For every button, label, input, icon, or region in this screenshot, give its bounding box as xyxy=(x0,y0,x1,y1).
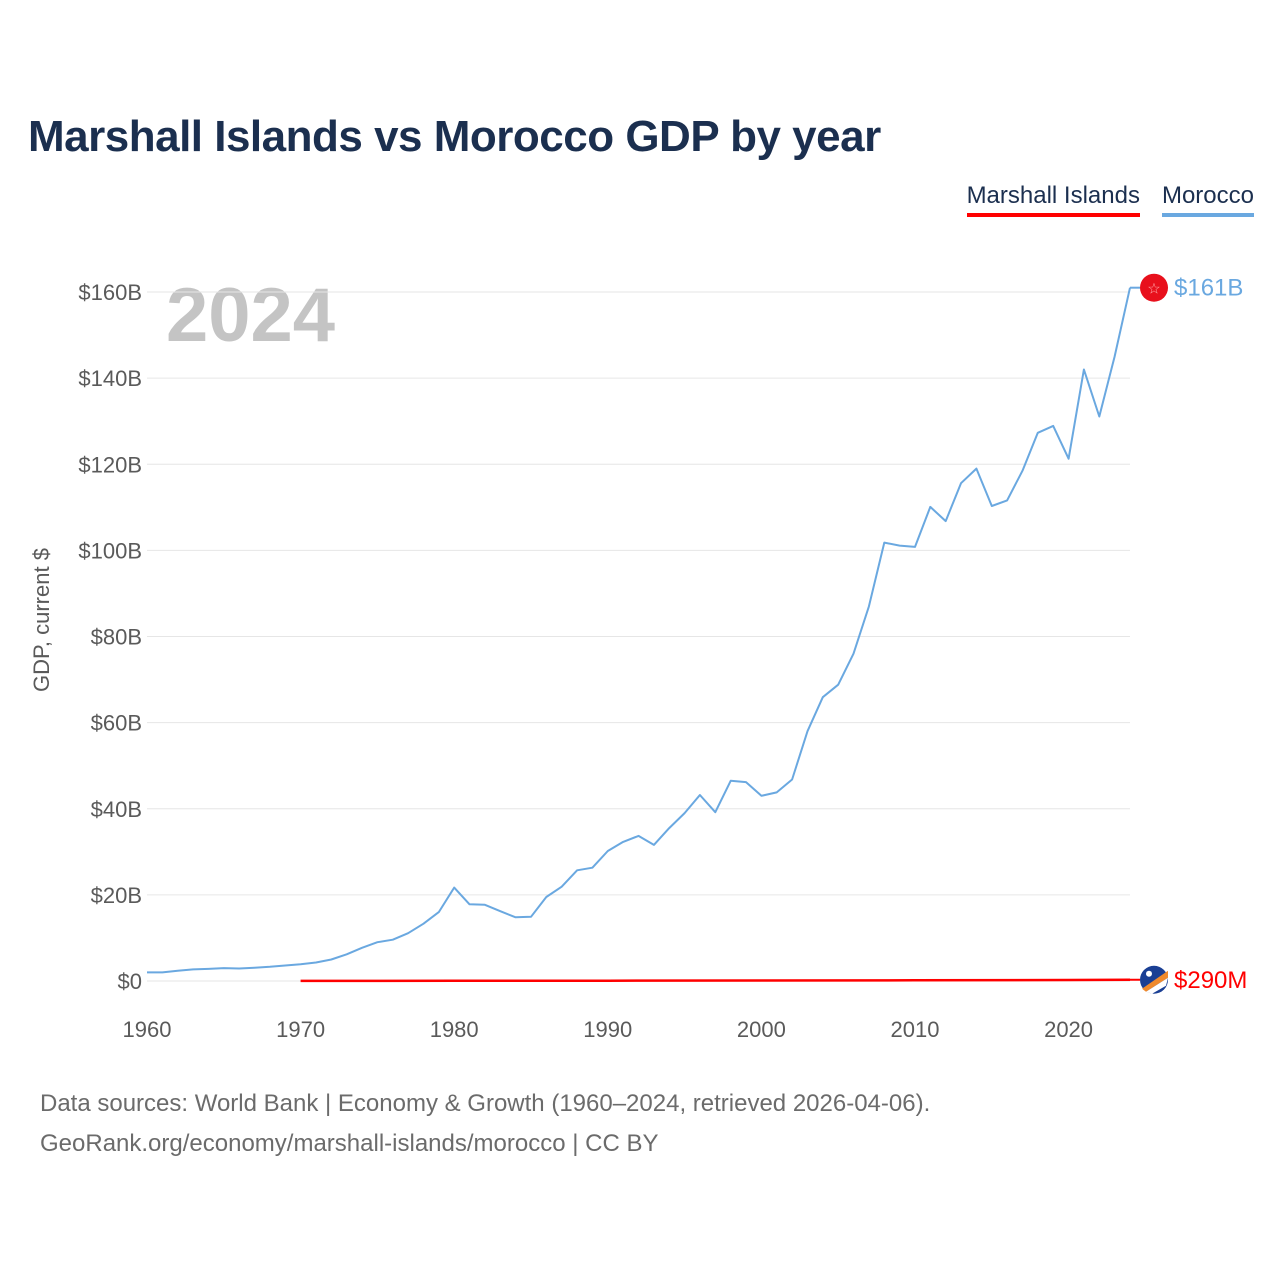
series-line-marshall-islands xyxy=(300,978,1131,983)
marshall-flag-white-stripe xyxy=(1146,977,1168,994)
x-tick-label: 1960 xyxy=(123,1017,172,1042)
marshall-flag-orange-stripe xyxy=(1142,970,1168,992)
series-line-morocco xyxy=(147,287,1131,974)
x-tick-label: 1970 xyxy=(276,1017,325,1042)
morocco-flag-star-icon: ☆ xyxy=(1147,281,1160,298)
x-tick-label: 1990 xyxy=(583,1017,632,1042)
chart-title: Marshall Islands vs Morocco GDP by year xyxy=(28,112,881,161)
y-tick-label: $60B xyxy=(91,711,142,736)
x-tick-label: 2010 xyxy=(890,1017,939,1042)
y-tick-label: $120B xyxy=(78,452,142,477)
marshall-flag-star-icon xyxy=(1146,970,1152,977)
x-tick-label: 2000 xyxy=(737,1017,786,1042)
source-note: Data sources: World Bank | Economy & Gro… xyxy=(40,1084,930,1164)
y-tick-label: $160B xyxy=(78,280,142,305)
current-year-label: 2024 xyxy=(166,273,336,358)
y-tick-label: $140B xyxy=(78,366,142,391)
morocco-flag-icon xyxy=(1140,273,1168,302)
source-line-2[interactable]: GeoRank.org/economy/marshall-islands/mor… xyxy=(40,1130,659,1157)
legend-item-marshall-islands[interactable]: Marshall Islands xyxy=(966,182,1140,217)
legend-item-morocco[interactable]: Morocco xyxy=(1161,182,1254,217)
y-tick-label: $80B xyxy=(91,625,142,650)
y-tick-label: $100B xyxy=(78,538,142,563)
x-tick-label: 2020 xyxy=(1044,1017,1093,1042)
x-tick-label: 1980 xyxy=(430,1017,479,1042)
legend: Marshall Islands Morocco xyxy=(966,182,1254,217)
morocco-end-value: $161B xyxy=(1174,275,1243,302)
y-tick-label: $0 xyxy=(118,969,142,994)
y-tick-label: $40B xyxy=(91,797,142,822)
y-tick-label: $20B xyxy=(91,883,142,908)
marshall-islands-end-value: $290M xyxy=(1174,967,1247,994)
source-line-1: Data sources: World Bank | Economy & Gro… xyxy=(40,1090,931,1117)
